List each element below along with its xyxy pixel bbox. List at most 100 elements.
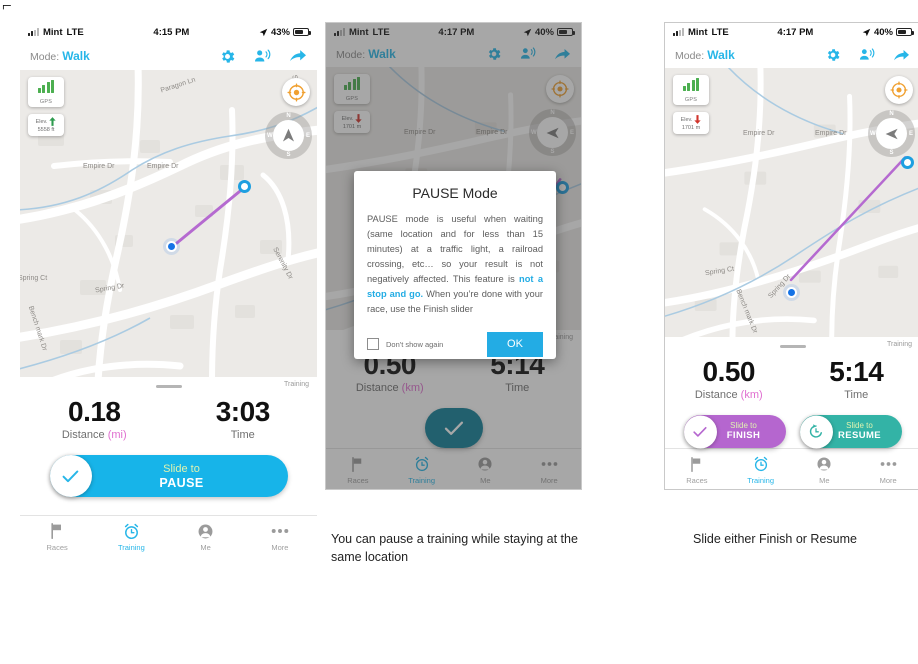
elevation-row: Elev. bbox=[336, 114, 368, 124]
network-label: LTE bbox=[66, 26, 84, 38]
share-icon[interactable] bbox=[554, 47, 571, 62]
gps-status-card: GPS bbox=[673, 75, 709, 106]
pause-mode-dialog: PAUSE Mode PAUSE mode is useful when wai… bbox=[354, 171, 556, 360]
tab-more[interactable]: More bbox=[856, 454, 918, 485]
tab-more[interactable]: More bbox=[517, 454, 581, 485]
ok-button[interactable]: OK bbox=[487, 331, 543, 357]
voice-announce-icon[interactable] bbox=[253, 48, 272, 65]
elevation-card: Elev. 1701 m bbox=[334, 111, 370, 134]
mode-indicator: Mode: Walk bbox=[675, 48, 735, 62]
tab-training[interactable]: Training bbox=[94, 521, 168, 552]
elevation-label: Elev. bbox=[680, 116, 693, 123]
elevation-down-icon bbox=[355, 114, 363, 124]
locate-me-button[interactable] bbox=[885, 76, 913, 105]
tab-me[interactable]: Me bbox=[454, 454, 518, 485]
dont-show-again-checkbox[interactable] bbox=[367, 338, 379, 351]
time-label: Time bbox=[230, 429, 255, 442]
voice-announce-icon[interactable] bbox=[519, 46, 537, 62]
app-header: Mode: Walk bbox=[20, 42, 317, 70]
elevation-row: Elev. bbox=[675, 115, 707, 125]
battery-percent: 43% bbox=[270, 26, 290, 38]
network-label: LTE bbox=[372, 26, 390, 38]
tab-me[interactable]: Me bbox=[793, 454, 857, 485]
gear-icon[interactable] bbox=[825, 47, 841, 63]
tab-label: Training bbox=[408, 476, 436, 485]
map-view[interactable]: Empire Dr Empire Dr Spring Ct Spring Dr … bbox=[665, 68, 918, 337]
mode-value: Walk bbox=[707, 48, 735, 63]
tab-races[interactable]: Races bbox=[326, 454, 390, 485]
compass-face bbox=[273, 120, 304, 151]
header-actions bbox=[825, 47, 910, 63]
status-time: 4:15 PM bbox=[153, 26, 190, 38]
dialog-body-highlight: not a stop and go. bbox=[367, 274, 543, 300]
share-icon[interactable] bbox=[289, 48, 307, 64]
compass-control[interactable]: N E S W bbox=[868, 110, 915, 158]
dialog-body-part1: PAUSE mode is useful when waiting (same … bbox=[367, 214, 543, 285]
alarm-clock-icon bbox=[94, 521, 168, 541]
tab-label: Races bbox=[46, 543, 68, 552]
flag-icon bbox=[326, 454, 390, 474]
tab-training[interactable]: Training bbox=[729, 454, 793, 485]
slider-thumb[interactable] bbox=[683, 415, 717, 448]
voice-announce-icon[interactable] bbox=[858, 47, 876, 63]
caption-phone-3: Slide either Finish or Resume bbox=[693, 532, 857, 546]
mode-label: Mode: bbox=[30, 51, 60, 63]
elevation-card: Elev. 1701 m bbox=[673, 112, 709, 135]
compass-face bbox=[537, 117, 568, 149]
share-icon[interactable] bbox=[893, 48, 910, 63]
battery-icon bbox=[293, 28, 311, 36]
battery-icon bbox=[557, 28, 575, 37]
location-arrow-icon bbox=[523, 28, 532, 36]
elevation-down-icon bbox=[694, 115, 702, 125]
pause-confirm-button[interactable] bbox=[424, 408, 483, 448]
history-rewind-icon bbox=[809, 424, 822, 438]
compass-control[interactable]: N E S W bbox=[529, 109, 576, 157]
street-label: Empire Dr bbox=[476, 129, 508, 137]
tab-more[interactable]: More bbox=[243, 521, 317, 552]
slider-thumb[interactable] bbox=[49, 455, 92, 498]
locate-me-button[interactable] bbox=[282, 78, 310, 106]
tab-me[interactable]: Me bbox=[169, 521, 243, 552]
alarm-clock-icon bbox=[390, 454, 454, 474]
stats-panel: Training 0.50 Distance (km) 5:14 Time Sl… bbox=[665, 336, 918, 448]
check-icon bbox=[444, 421, 463, 435]
gear-icon[interactable] bbox=[486, 46, 502, 62]
compass-north: N bbox=[550, 110, 555, 117]
street-label: Empire Dr bbox=[147, 163, 179, 170]
tab-label: Me bbox=[200, 543, 211, 552]
person-icon bbox=[169, 521, 243, 541]
route-current-marker bbox=[901, 156, 914, 170]
gear-icon[interactable] bbox=[219, 48, 236, 65]
alarm-clock-icon bbox=[729, 454, 793, 474]
compass-south: S bbox=[889, 150, 894, 157]
person-icon bbox=[454, 454, 518, 474]
tab-label: Training bbox=[117, 543, 145, 552]
tab-label: Training bbox=[747, 476, 775, 485]
status-bar: Mint LTE 4:15 PM 43% bbox=[20, 22, 317, 42]
distance-value: 0.50 bbox=[702, 355, 756, 387]
slider-thumb[interactable] bbox=[799, 415, 833, 448]
status-right: 40% bbox=[523, 27, 575, 38]
map-view[interactable]: Paragon Ln Spring Dr Empire Dr Empire Dr… bbox=[20, 70, 317, 377]
gps-label: GPS bbox=[39, 99, 53, 105]
tab-training[interactable]: Training bbox=[390, 454, 454, 485]
signal-bars-icon bbox=[28, 28, 39, 36]
compass-south: S bbox=[286, 152, 291, 158]
signal-bars-icon bbox=[334, 28, 345, 37]
slide-to-pause-control[interactable]: Slide to PAUSE bbox=[49, 455, 288, 498]
tab-races[interactable]: Races bbox=[665, 454, 729, 485]
tab-races[interactable]: Races bbox=[20, 521, 94, 552]
crosshair-icon bbox=[286, 82, 306, 102]
distance-label: Distance (km) bbox=[665, 389, 793, 401]
slide-to-finish-control[interactable]: Slide to FINISH bbox=[683, 415, 786, 448]
slide-to-resume-control[interactable]: Slide to RESUME bbox=[799, 415, 902, 448]
compass-south: S bbox=[550, 149, 555, 156]
slide-to-resume-text: Slide to RESUME bbox=[820, 421, 881, 442]
panel-drag-handle[interactable] bbox=[155, 385, 182, 388]
stat-time: 5:14 Time bbox=[793, 356, 918, 401]
phone-1: Mint LTE 4:15 PM 43% Mode: Walk bbox=[20, 22, 317, 556]
panel-drag-handle[interactable] bbox=[779, 344, 806, 348]
distance-unit: (km) bbox=[401, 382, 424, 394]
locate-me-button[interactable] bbox=[546, 75, 574, 104]
compass-control[interactable]: N E S W bbox=[265, 112, 312, 159]
